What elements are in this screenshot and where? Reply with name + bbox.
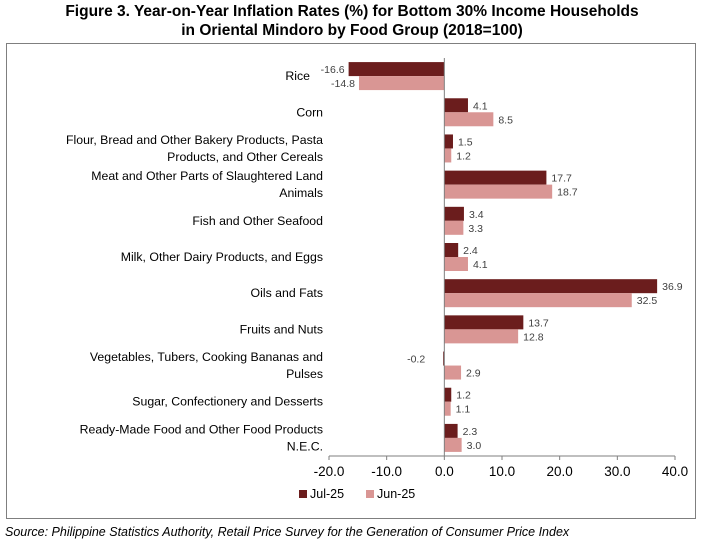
data-label: 1.5 (458, 136, 473, 148)
bar-jun-25 (444, 220, 464, 235)
data-label: 13.7 (528, 317, 549, 329)
category-label: Pulses (286, 367, 323, 381)
data-label: 3.0 (467, 440, 482, 452)
data-label: 1.1 (456, 404, 471, 416)
legend-swatch-jul-25 (299, 490, 307, 498)
x-tick-label: 0.0 (435, 464, 454, 479)
bar-jul-25 (444, 423, 458, 438)
category-label: Milk, Other Dairy Products, and Eggs (121, 250, 323, 264)
bar-jul-25 (444, 279, 658, 294)
bar-jul-25 (444, 206, 464, 221)
bar-jul-25 (444, 315, 524, 330)
data-label: 3.4 (469, 209, 484, 221)
bar-jun-25 (444, 184, 553, 199)
chart-title-line-1: Figure 3. Year-on-Year Inflation Rates (… (65, 3, 639, 20)
bar-jun-25 (444, 365, 462, 380)
bar-jun-25 (444, 401, 451, 416)
x-tick-label: 20.0 (547, 464, 573, 479)
data-label: 17.7 (551, 173, 572, 185)
category-label: Products, and Other Cereals (167, 150, 323, 164)
category-label: Corn (296, 105, 323, 119)
data-label: 1.2 (456, 390, 471, 402)
bar-jun-25 (444, 148, 452, 163)
x-tick-label: -10.0 (371, 464, 402, 479)
data-label: 8.5 (498, 114, 513, 126)
x-tick-label: 40.0 (662, 464, 688, 479)
bar-jul-25 (444, 98, 468, 113)
category-label: Oils and Fats (251, 286, 323, 300)
chart-title-line-2: in Oriental Mindoro by Food Group (2018=… (181, 22, 523, 39)
data-label: 32.5 (637, 295, 658, 307)
data-label: -16.6 (321, 64, 345, 76)
bar-jun-25 (444, 329, 519, 344)
category-label: Ready-Made Food and Other Food Products (80, 422, 323, 436)
bar-jun-25 (444, 257, 468, 271)
data-label: 12.8 (523, 331, 544, 343)
data-label: 3.3 (468, 223, 483, 235)
data-label: 36.9 (662, 281, 683, 293)
category-label: Rice (285, 69, 310, 83)
data-label: 2.3 (463, 426, 478, 438)
source-note: Source: Philippine Statistics Authority,… (5, 525, 570, 539)
bar-jul-25 (444, 387, 452, 402)
bar-jun-25 (444, 112, 494, 127)
bar-jul-25 (444, 134, 453, 149)
data-label: 2.4 (463, 245, 478, 257)
data-label: 2.9 (466, 368, 481, 380)
data-label: 1.2 (456, 150, 471, 162)
data-label: 4.1 (473, 259, 488, 271)
chart-area: -16.6 -14.8 Rice 4.1 8.5 Corn 1.5 1.2 Flour, Bre… (6, 43, 696, 519)
x-tick-label: 10.0 (489, 464, 515, 479)
category-label: Meat and Other Parts of Slaughtered Land (91, 169, 323, 183)
bar-jul-25 (443, 351, 445, 366)
bar-chart: -16.6 -14.8 Rice 4.1 8.5 Corn 1.5 1.2 Flour, Bre… (66, 58, 688, 501)
x-tick-label: 30.0 (604, 464, 630, 479)
legend-label: Jun-25 (377, 487, 415, 501)
data-label: 18.7 (557, 187, 578, 199)
category-label: Sugar, Confectionery and Desserts (132, 395, 323, 409)
bar-jul-25 (444, 170, 547, 185)
chart-title: Figure 3. Year-on-Year Inflation Rates (… (0, 2, 704, 40)
category-label: Fish and Other Seafood (192, 214, 323, 228)
legend-label: Jul-25 (310, 487, 344, 501)
data-label: 4.1 (473, 100, 488, 112)
bar-jun-25 (358, 76, 445, 91)
x-tick-label: -20.0 (314, 464, 345, 479)
bar-jul-25 (444, 243, 459, 257)
category-label: Fruits and Nuts (240, 322, 323, 336)
bar-jun-25 (444, 437, 462, 452)
category-label: Animals (279, 186, 323, 200)
category-label: Flour, Bread and Other Bakery Products, … (66, 133, 323, 147)
data-label: -0.2 (407, 354, 425, 366)
category-label: N.E.C. (287, 439, 323, 453)
bar-jul-25 (348, 62, 445, 77)
category-label: Vegetables, Tubers, Cooking Bananas and (90, 350, 323, 364)
data-label: -14.8 (331, 78, 355, 90)
legend-swatch-jun-25 (366, 490, 374, 498)
bar-jun-25 (444, 293, 632, 308)
